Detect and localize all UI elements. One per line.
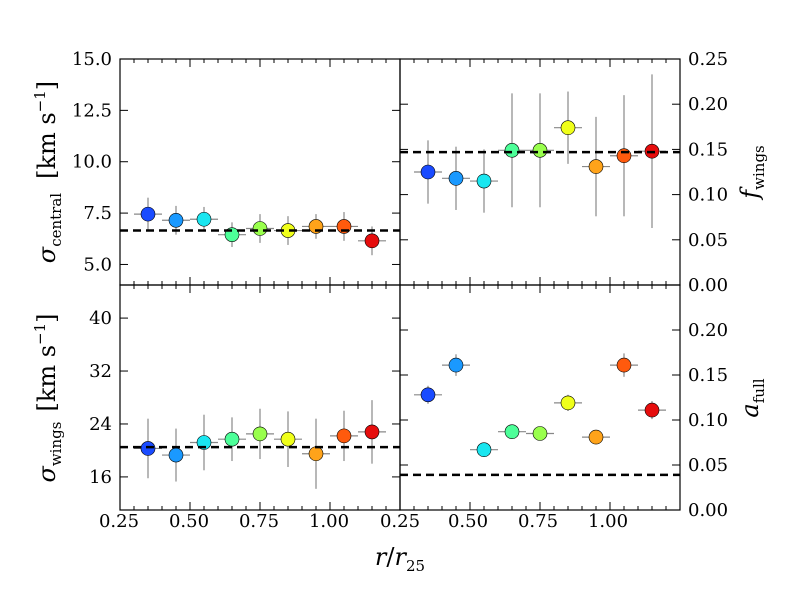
y-tick-label: 7.5	[83, 203, 112, 224]
y-tick-label: 0.20	[688, 320, 728, 341]
data-point	[336, 428, 352, 444]
y-tick-label: 24	[89, 414, 112, 435]
y-tick-label: 0.10	[688, 410, 728, 431]
panel-frame	[399, 284, 681, 511]
y-tick-label: 0.00	[688, 500, 728, 521]
data-point	[448, 357, 464, 373]
y-tick-label: 0.05	[688, 230, 728, 251]
x-axis-label-subscript: 25	[406, 557, 425, 575]
x-tick-label: 0.25	[99, 511, 139, 532]
data-point	[588, 159, 604, 174]
data-point	[224, 431, 240, 447]
y-tick-label: 15.0	[72, 49, 112, 70]
svg-text:fwings: fwings	[736, 145, 768, 201]
data-point	[504, 424, 520, 440]
data-point	[644, 402, 660, 418]
data-point	[616, 148, 632, 164]
data-point	[588, 429, 604, 445]
y-tick-label: 0.25	[688, 49, 728, 70]
x-tick-label: 0.50	[169, 511, 209, 532]
svg-text:afull: afull	[736, 378, 768, 417]
svg-text:σwings[km s−1]: σwings[km s−1]	[31, 313, 65, 482]
data-point	[140, 441, 156, 456]
y-tick-label: 0.20	[688, 94, 728, 115]
y-axis-label-sigma-central: σcentral[km s−1]	[31, 81, 65, 263]
x-axis-label-numerator: r	[375, 543, 388, 571]
panel-sigma_wings: 16 24 32 40	[89, 284, 401, 511]
x-tick-label: 0.75	[239, 511, 279, 532]
data-point	[504, 143, 520, 158]
x-tick-label: 1.00	[309, 511, 349, 532]
y-tick-label: 5.0	[83, 254, 112, 275]
data-point	[448, 171, 464, 186]
x-tick-label: 0.25	[380, 511, 420, 532]
panel-sigma_central: 5.0 7.5 10.0 12.5 15.0	[72, 49, 401, 286]
data-point	[252, 426, 268, 442]
x-tick-label: 0.75	[518, 511, 558, 532]
panel-a_full: 0.00 0.05 0.10 0.15 0.20	[399, 284, 728, 521]
data-point	[196, 211, 212, 227]
data-point	[560, 395, 576, 411]
data-point	[560, 120, 576, 136]
panel-frame	[119, 58, 401, 286]
data-point	[420, 387, 436, 403]
data-point	[616, 357, 632, 373]
x-tick-label: 0.50	[448, 511, 488, 532]
x-tick-label: 1.00	[588, 511, 628, 532]
y-tick-label: 12.5	[72, 100, 112, 121]
data-point	[168, 212, 184, 228]
data-point	[280, 431, 296, 447]
data-point	[532, 143, 548, 158]
y-tick-label: 40	[89, 308, 112, 329]
x-axis-label: r/r25	[375, 543, 425, 575]
panel-frame	[119, 284, 401, 511]
y-tick-label: 0.10	[688, 185, 728, 206]
y-axis-label-f-wings: fwings	[736, 145, 768, 201]
data-point	[168, 447, 184, 463]
y-tick-label: 32	[89, 361, 112, 382]
panel-f_wings: 0.00 0.05 0.10 0.15 0.20 0.25	[399, 49, 728, 296]
y-axis-label-a-full: afull	[736, 378, 768, 417]
data-point	[140, 206, 156, 222]
data-point	[364, 233, 380, 249]
data-point	[476, 173, 492, 189]
y-tick-label: 0.15	[688, 139, 728, 160]
data-point	[364, 424, 380, 440]
y-tick-label: 10.0	[72, 152, 112, 173]
data-point	[420, 164, 436, 180]
data-point	[532, 426, 548, 441]
y-tick-label: 0.15	[688, 365, 728, 386]
svg-text:σcentral[km s−1]: σcentral[km s−1]	[31, 81, 65, 263]
y-tick-label: 16	[89, 467, 112, 488]
y-axis-label-sigma-wings: σwings[km s−1]	[31, 313, 65, 482]
data-point	[476, 442, 492, 458]
x-axis-label-denominator: r	[395, 543, 408, 571]
data-point	[308, 446, 324, 462]
data-point	[252, 221, 268, 236]
y-tick-label: 0.00	[688, 275, 728, 296]
y-tick-label: 0.05	[688, 455, 728, 476]
